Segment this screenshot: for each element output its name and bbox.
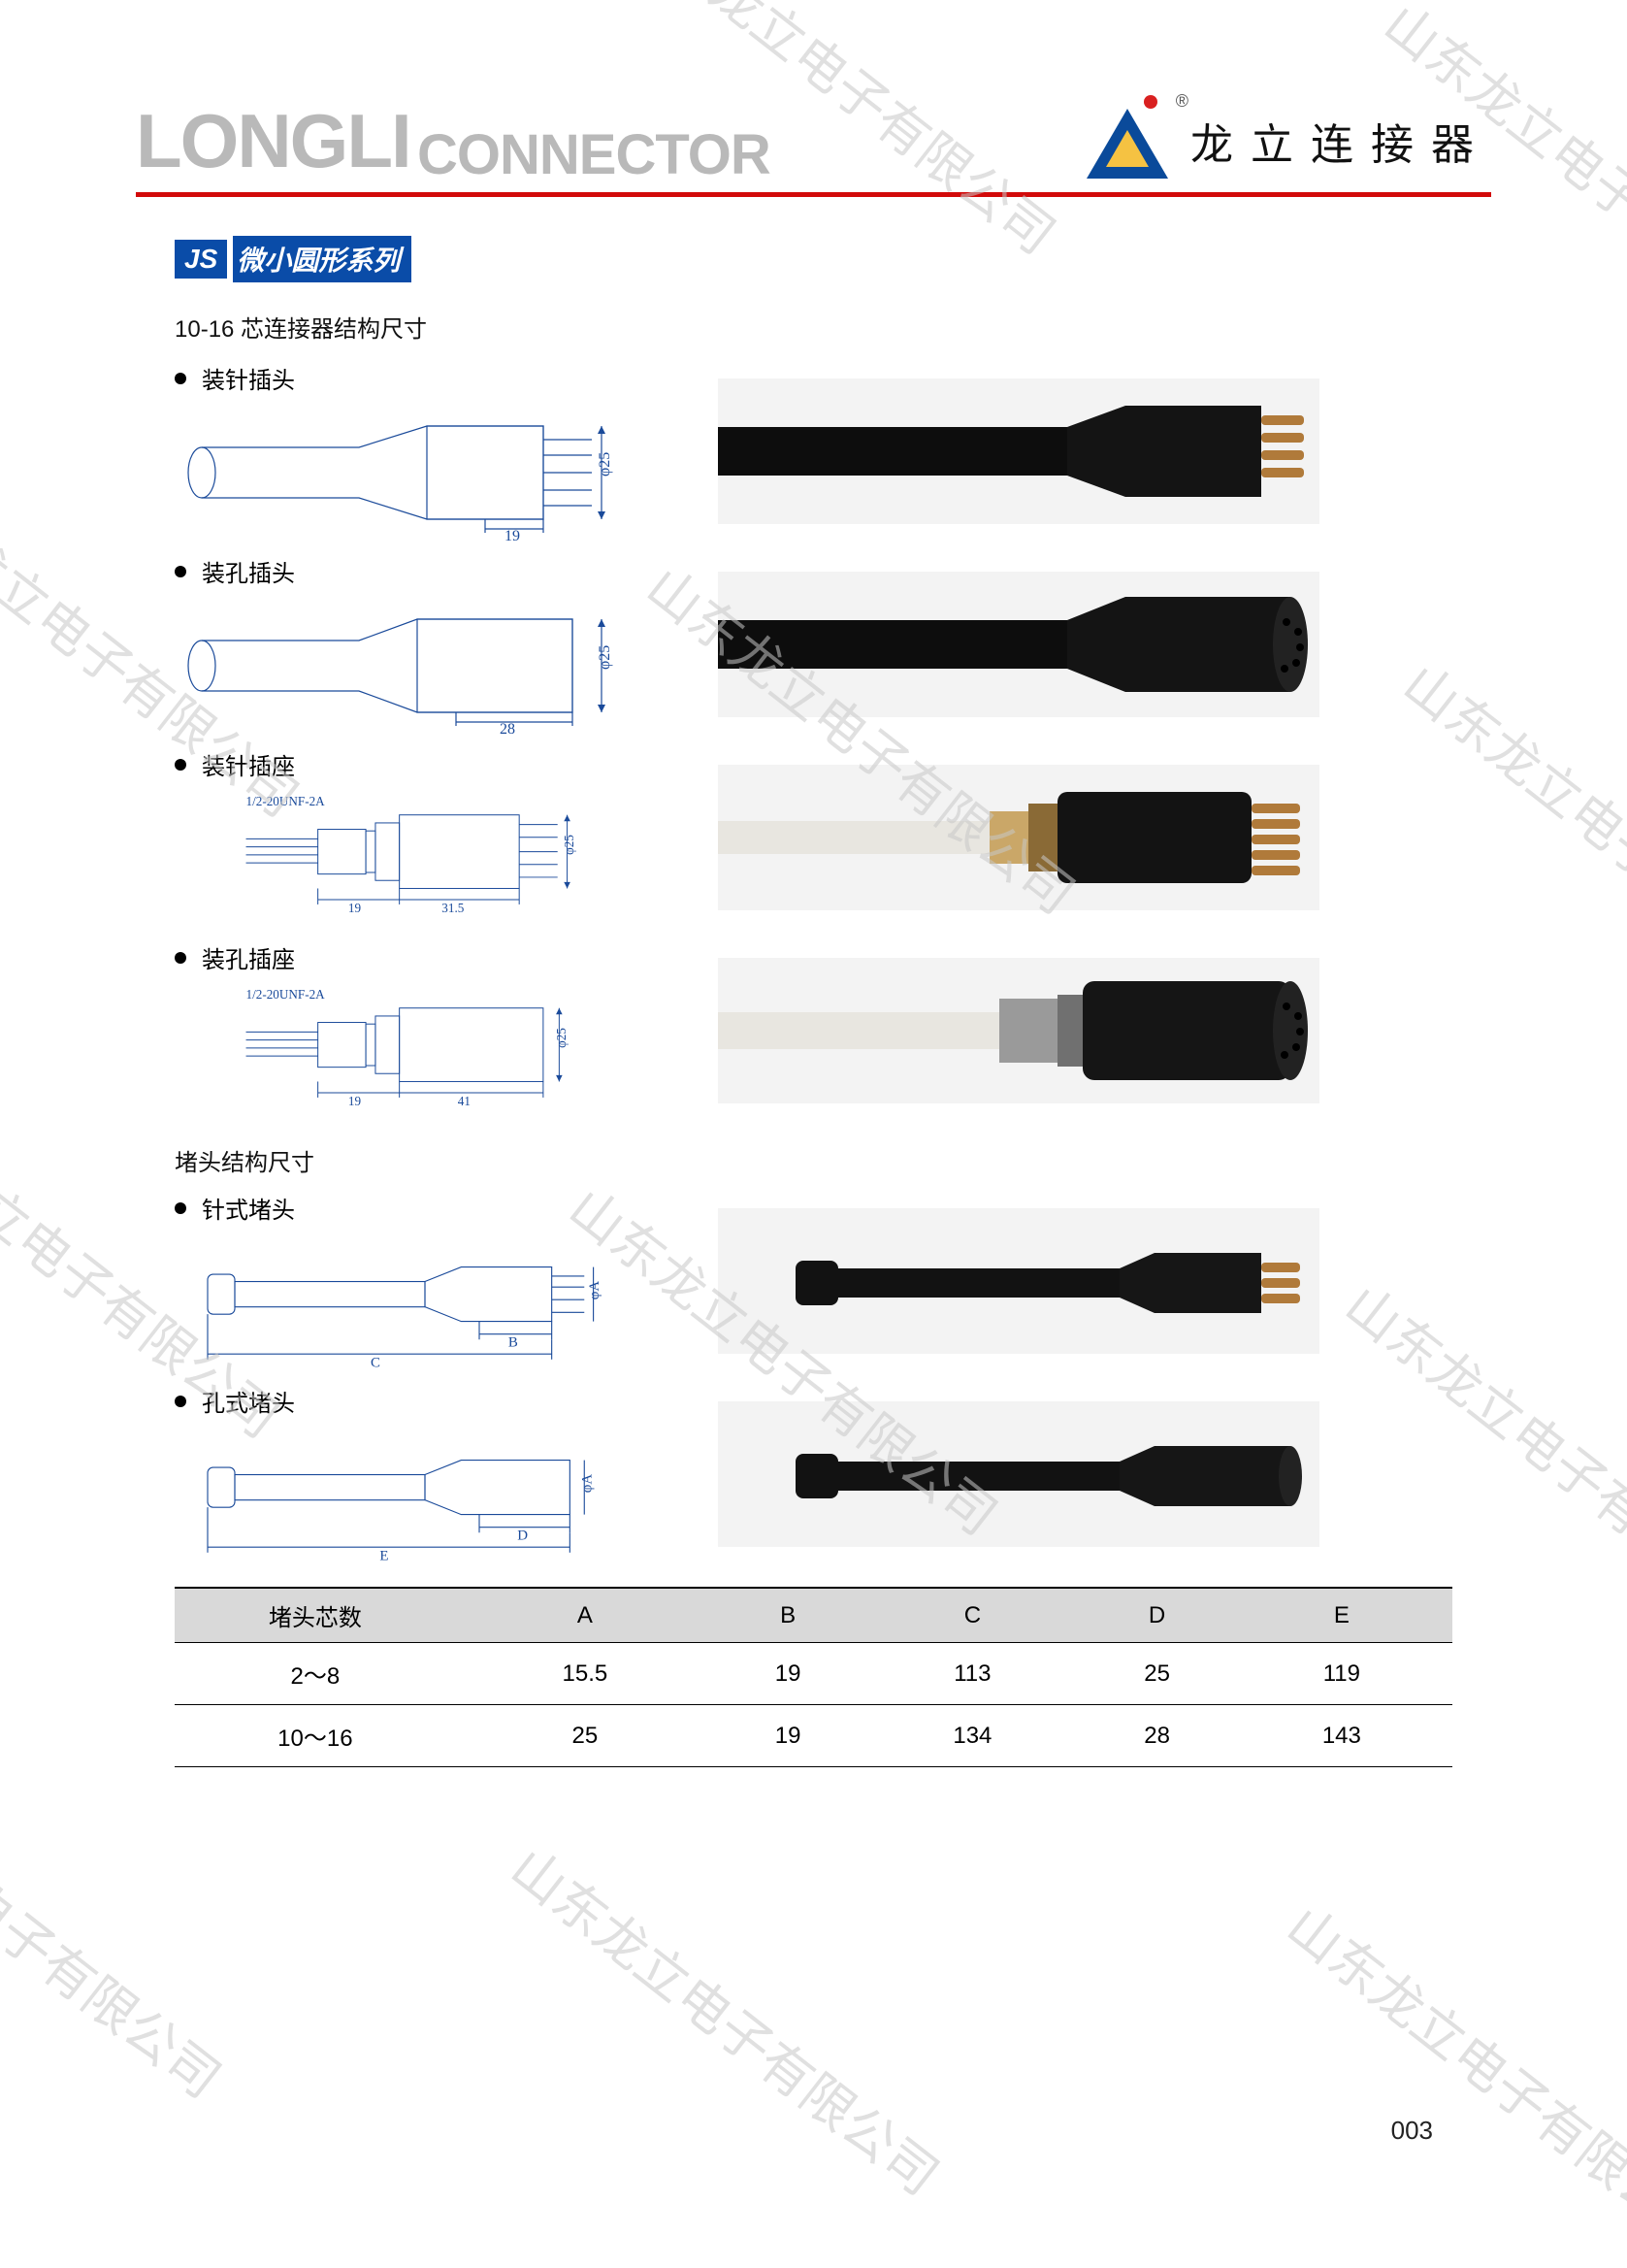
item-label-row: 装针插座 xyxy=(175,747,679,781)
brand-en-connector: CONNECTOR xyxy=(417,122,770,187)
section-title-connectors: 10-16 芯连接器结构尺寸 xyxy=(175,310,1452,344)
plug-row: 孔式堵头 φA D xyxy=(175,1384,1452,1563)
col-header: B xyxy=(714,1588,862,1643)
connector-row: 装孔插头 φ25 28 xyxy=(175,554,1452,734)
brand-cn-block: ® 龙立连接器 xyxy=(1084,97,1491,184)
col-header: E xyxy=(1231,1588,1452,1643)
dimension-table: 堵头芯数 A B C D E 2～8 15.5 19 113 25 119 xyxy=(175,1587,1452,1767)
cell: 19 xyxy=(714,1705,862,1767)
item-label: 针式堵头 xyxy=(202,1191,295,1225)
cell: 119 xyxy=(1231,1643,1452,1705)
plug-row: 针式堵头 φA xyxy=(175,1191,1452,1370)
diagram-socket-receptacle: 1/2-20UNF-2A φ25 xyxy=(175,984,621,1120)
bullet-icon xyxy=(175,1202,186,1214)
cell: 10～16 xyxy=(175,1705,456,1767)
dim-dia: φA xyxy=(587,1281,602,1300)
dim-dia: φ25 xyxy=(597,452,613,477)
photo-pin-receptacle xyxy=(718,765,1319,910)
col-header: C xyxy=(862,1588,1083,1643)
dim-dia: φ25 xyxy=(597,645,613,670)
brand-en-block: LONGLI CONNECTOR xyxy=(136,97,410,184)
item-label-row: 装孔插座 xyxy=(175,940,679,974)
dim-l1: 19 xyxy=(348,1094,362,1108)
dim-l1: 19 xyxy=(348,901,362,915)
photo-pin-plug xyxy=(718,378,1319,524)
page-number: 003 xyxy=(1391,2116,1433,2146)
connector-row: 装针插座 1/2-20UNF-2A xyxy=(175,747,1452,927)
item-label: 装孔插座 xyxy=(202,940,295,974)
item-label-row: 装孔插头 xyxy=(175,554,679,588)
diagram-pin-plug: φ25 19 xyxy=(175,405,621,541)
watermark-text: 山东龙立电子有限公司 xyxy=(1274,1885,1627,2268)
item-label: 装孔插头 xyxy=(202,554,295,588)
dim-c: C xyxy=(371,1355,380,1370)
photo-socket-stopper xyxy=(718,1401,1319,1547)
page-header: LONGLI CONNECTOR ® 龙立连接器 xyxy=(136,97,1491,184)
dim-thread: 1/2-20UNF-2A xyxy=(246,987,326,1002)
catalog-page: LONGLI CONNECTOR ® 龙立连接器 JS 微小圆形系列 10-16… xyxy=(0,0,1627,2223)
dim-e: E xyxy=(379,1548,388,1563)
dim-dia: φ25 xyxy=(554,1028,569,1048)
dim-b: B xyxy=(508,1335,518,1351)
item-label-row: 装针插头 xyxy=(175,361,679,395)
cell: 25 xyxy=(1084,1643,1231,1705)
dim-l2: 31.5 xyxy=(441,901,464,915)
item-label-row: 针式堵头 xyxy=(175,1191,679,1225)
cell: 143 xyxy=(1231,1705,1452,1767)
connector-row: 装针插头 xyxy=(175,361,1452,541)
header-divider xyxy=(136,192,1491,197)
diagram-pin-stopper: φA B C xyxy=(175,1234,621,1370)
page-content: JS 微小圆形系列 10-16 芯连接器结构尺寸 装针插头 xyxy=(136,236,1491,1767)
col-header: 堵头芯数 xyxy=(175,1588,456,1643)
company-logo-icon: ® xyxy=(1084,97,1171,184)
bullet-icon xyxy=(175,373,186,384)
item-label: 装针插座 xyxy=(202,747,295,781)
series-tag: JS 微小圆形系列 xyxy=(175,236,411,282)
dim-len: 19 xyxy=(504,528,520,541)
bullet-icon xyxy=(175,1396,186,1407)
brand-en-longli: LONGLI xyxy=(136,98,410,183)
dim-d: D xyxy=(517,1528,528,1544)
item-label: 装针插头 xyxy=(202,361,295,395)
bullet-icon xyxy=(175,952,186,964)
photo-socket-plug xyxy=(718,572,1319,717)
cell: 134 xyxy=(862,1705,1083,1767)
photo-pin-stopper xyxy=(718,1208,1319,1354)
dim-l2: 41 xyxy=(458,1094,471,1108)
watermark-text: 山东龙立电子有限公司 xyxy=(498,1826,958,2210)
diagram-socket-stopper: φA D E xyxy=(175,1428,621,1563)
cell: 113 xyxy=(862,1643,1083,1705)
diagram-pin-receptacle: 1/2-20UNF-2A xyxy=(175,791,621,927)
series-name: 微小圆形系列 xyxy=(233,236,411,282)
cell: 25 xyxy=(456,1705,714,1767)
table-header-row: 堵头芯数 A B C D E xyxy=(175,1588,1452,1643)
connector-row: 装孔插座 1/2-20UNF-2A xyxy=(175,940,1452,1120)
series-prefix: JS xyxy=(175,240,227,279)
bullet-icon xyxy=(175,566,186,577)
dim-dia: φA xyxy=(580,1474,596,1494)
col-header: A xyxy=(456,1588,714,1643)
col-header: D xyxy=(1084,1588,1231,1643)
bullet-icon xyxy=(175,759,186,771)
cell: 15.5 xyxy=(456,1643,714,1705)
table-row: 2～8 15.5 19 113 25 119 xyxy=(175,1643,1452,1705)
section-title-plugs: 堵头结构尺寸 xyxy=(175,1143,1452,1177)
cell: 28 xyxy=(1084,1705,1231,1767)
table-row: 10～16 25 19 134 28 143 xyxy=(175,1705,1452,1767)
photo-socket-receptacle xyxy=(718,958,1319,1103)
dim-thread: 1/2-20UNF-2A xyxy=(246,794,326,808)
registered-mark: ® xyxy=(1176,91,1188,112)
item-label-row: 孔式堵头 xyxy=(175,1384,679,1418)
item-label: 孔式堵头 xyxy=(202,1384,295,1418)
cell: 19 xyxy=(714,1643,862,1705)
dim-len: 28 xyxy=(500,721,515,734)
diagram-socket-plug: φ25 28 xyxy=(175,598,621,734)
brand-cn-text: 龙立连接器 xyxy=(1190,110,1491,172)
watermark-text: 山东龙立电子有限公司 xyxy=(0,1729,240,2113)
cell: 2～8 xyxy=(175,1643,456,1705)
dim-dia: φ25 xyxy=(562,835,576,855)
